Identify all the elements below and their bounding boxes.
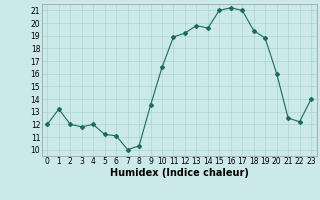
X-axis label: Humidex (Indice chaleur): Humidex (Indice chaleur) [110, 168, 249, 178]
